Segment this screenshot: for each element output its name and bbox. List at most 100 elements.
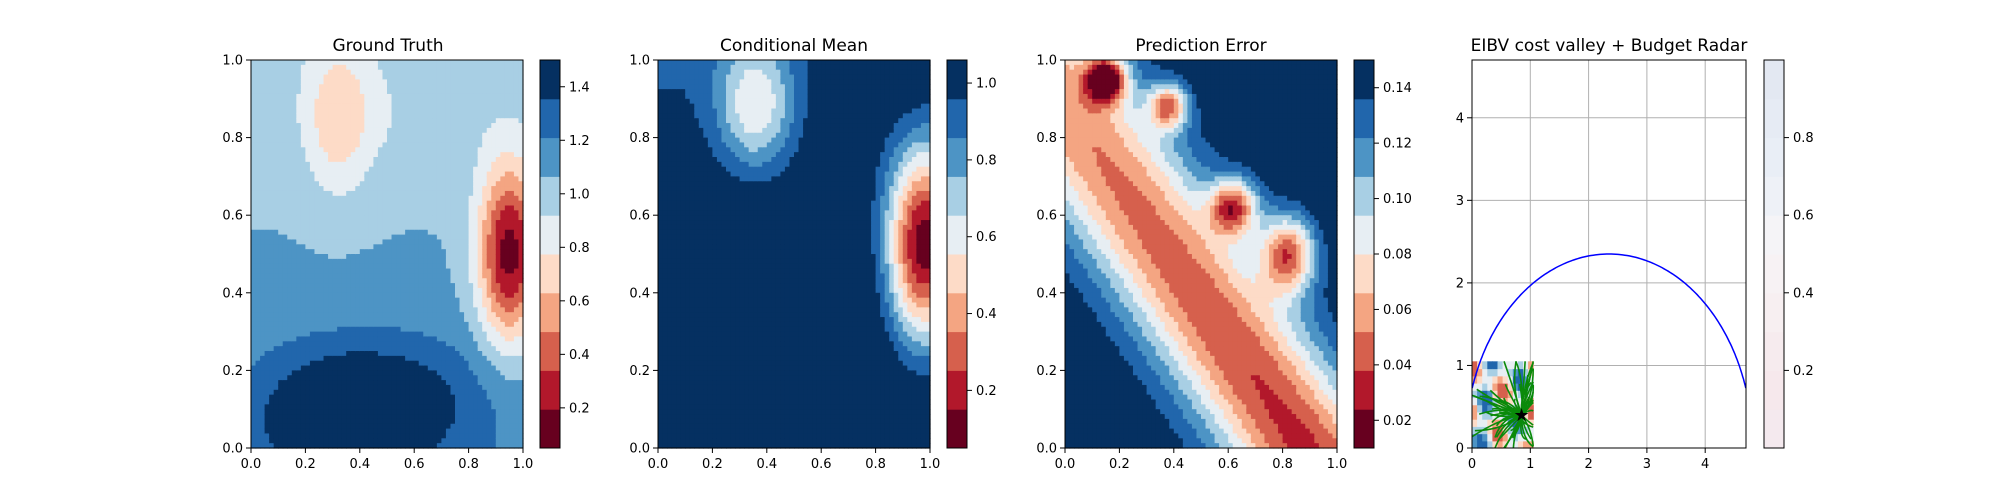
contour-cell (504, 157, 510, 163)
contour-cell (518, 254, 524, 260)
contour-cell (337, 224, 343, 231)
contour-cell (509, 195, 515, 202)
contour-cell (332, 355, 338, 362)
contour-cell (300, 384, 306, 391)
contour-cell (328, 409, 334, 415)
contour-cell (264, 205, 270, 211)
contour-cell (658, 98, 664, 105)
contour-cell (278, 113, 284, 119)
contour-cell (455, 195, 461, 202)
contour-cell (309, 321, 316, 328)
contour-cell (464, 118, 470, 124)
contour-cell (359, 113, 365, 119)
contour-cell (355, 166, 361, 173)
contour-cell (495, 428, 501, 435)
contour-cell (341, 292, 347, 299)
contour-cell (296, 229, 302, 236)
contour-cell (477, 317, 483, 323)
contour-cell (491, 273, 497, 279)
contour-cell (509, 166, 515, 173)
contour-cell (273, 404, 279, 410)
contour-cell (396, 355, 402, 362)
contour-cell (432, 132, 438, 139)
contour-cell (359, 234, 365, 241)
contour-cell (391, 273, 397, 279)
contour-cell (441, 336, 447, 342)
contour-cell (441, 157, 447, 163)
contour-cell (491, 74, 497, 80)
contour-cell (414, 74, 420, 80)
contour-cell (355, 157, 361, 163)
contour-cell (391, 186, 397, 192)
contour-cell (414, 229, 420, 236)
contour-cell (382, 409, 388, 415)
contour-cell (658, 399, 664, 405)
contour-cell (296, 409, 302, 415)
contour-cell (309, 418, 316, 425)
contour-cell (468, 93, 474, 100)
contour-cell (282, 79, 288, 85)
contour-cell (405, 336, 411, 342)
contour-cell (323, 93, 329, 100)
contour-cell (662, 176, 668, 182)
contour-cell (387, 360, 393, 367)
contour-cell (504, 409, 510, 415)
contour-cell (400, 258, 406, 265)
contour-cell (278, 84, 284, 90)
contour-cell (504, 171, 510, 177)
contour-cell (459, 414, 465, 420)
contour-cell (495, 79, 501, 85)
contour-cell (278, 399, 284, 405)
contour-cell (305, 229, 311, 236)
contour-cell (486, 370, 492, 376)
contour-cell (414, 171, 420, 177)
contour-cell (473, 234, 479, 241)
contour-cell (364, 132, 370, 139)
contour-cell (495, 210, 501, 216)
contour-cell (414, 161, 420, 168)
contour-cell (337, 132, 343, 139)
contour-cell (509, 171, 515, 177)
contour-cell (251, 443, 257, 449)
contour-cell (282, 254, 288, 260)
contour-cell (328, 331, 334, 338)
contour-cell (377, 215, 384, 221)
contour-cell (251, 360, 257, 367)
contour-cell (305, 171, 311, 177)
contour-cell (278, 418, 284, 425)
contour-cell (455, 346, 461, 352)
contour-cell (355, 137, 361, 144)
contour-cell (459, 171, 465, 177)
contour-cell (346, 171, 352, 177)
contour-cell (296, 283, 302, 289)
contour-cell (477, 443, 483, 449)
contour-cell (468, 200, 474, 207)
contour-cell (662, 166, 668, 173)
contour-cell (359, 142, 365, 148)
contour-cell (255, 239, 261, 245)
contour-cell (255, 132, 261, 139)
contour-cell (269, 113, 275, 119)
contour-cell (436, 428, 442, 435)
contour-cell (477, 161, 483, 168)
contour-cell (477, 414, 483, 420)
contour-cell (359, 132, 365, 139)
contour-cell (432, 268, 438, 274)
contour-cell (264, 375, 270, 381)
contour-cell (377, 152, 384, 158)
contour-cell (518, 351, 524, 357)
contour-cell (350, 258, 356, 265)
contour-cell (513, 254, 520, 260)
contour-cell (464, 360, 470, 367)
contour-cell (255, 234, 261, 241)
contour-cell (269, 84, 275, 90)
contour-cell (255, 273, 261, 279)
contour-cell (260, 389, 266, 396)
contour-cell (445, 307, 452, 313)
contour-cell (314, 268, 320, 274)
contour-cell (332, 103, 338, 110)
contour-cell (658, 428, 664, 435)
contour-cell (368, 399, 374, 405)
contour-cell (282, 249, 288, 255)
contour-cell (328, 79, 334, 85)
